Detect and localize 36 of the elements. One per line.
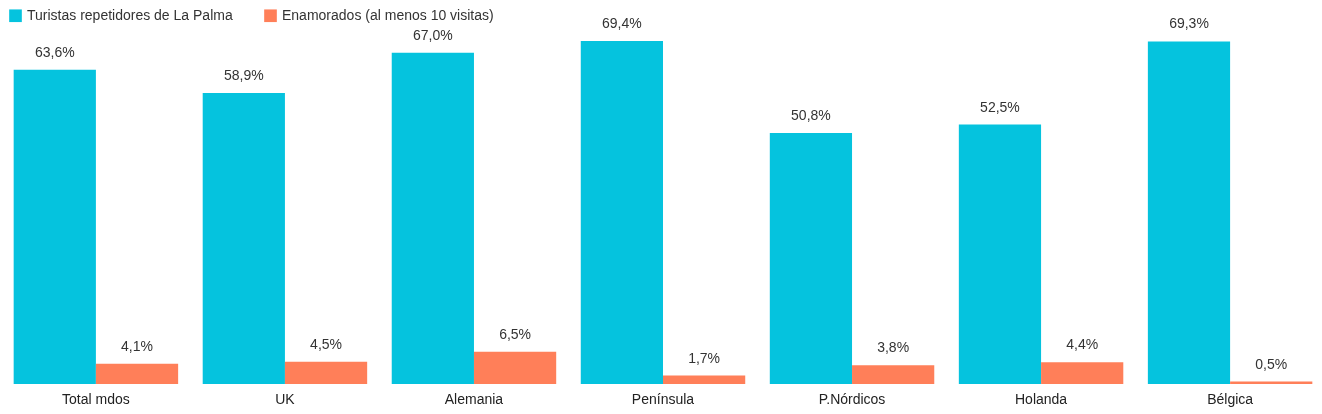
legend-label: Enamorados (al menos 10 visitas)	[282, 6, 494, 23]
data-label: 67,0%	[413, 26, 453, 43]
bar	[202, 92, 285, 384]
data-label: 0,5%	[1255, 355, 1288, 372]
data-label: 58,9%	[223, 66, 264, 83]
bar	[580, 41, 663, 384]
data-label: 69,3%	[1169, 15, 1209, 32]
bar	[284, 361, 368, 384]
bar	[95, 363, 179, 384]
bar	[958, 124, 1042, 384]
data-label: 1,7%	[688, 349, 721, 366]
x-tick-label: Total mdos	[62, 390, 130, 407]
data-label: 4,5%	[310, 335, 343, 352]
x-tick-label: Península	[631, 390, 695, 407]
x-tick-label: Alemania	[444, 390, 504, 407]
data-label: 6,5%	[499, 325, 532, 342]
bar	[1147, 41, 1231, 384]
data-label: 63,6%	[34, 43, 75, 60]
bar	[391, 52, 474, 384]
bar	[1041, 362, 1124, 384]
bar	[852, 365, 935, 384]
data-label: 3,8%	[877, 339, 910, 356]
bar	[473, 351, 557, 384]
data-label: 50,8%	[791, 106, 831, 123]
data-label: 52,5%	[980, 98, 1020, 115]
bar	[769, 132, 853, 384]
x-tick-label: UK	[275, 390, 296, 407]
data-label: 4,1%	[121, 337, 153, 354]
legend-label: Turistas repetidores de La Palma	[27, 6, 233, 23]
x-tick-label: Holanda	[1014, 390, 1068, 407]
data-label: 69,4%	[602, 15, 642, 31]
x-tick-label: Bélgica	[1207, 390, 1254, 407]
bar	[13, 69, 96, 384]
data-label: 4,4%	[1066, 336, 1099, 353]
bar	[663, 375, 746, 384]
x-tick-label: P.Nórdicos	[818, 390, 886, 407]
